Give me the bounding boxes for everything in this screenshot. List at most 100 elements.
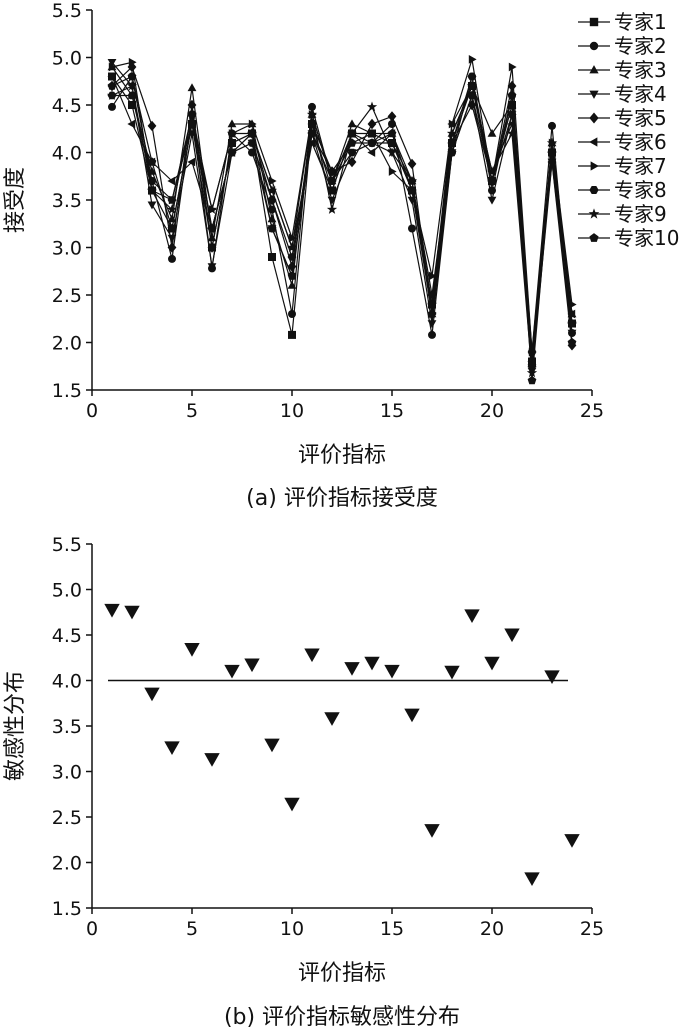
series-5 [107,61,577,358]
x-tick-label: 0 [86,918,98,940]
scatter-point [244,658,260,673]
data-point [347,156,357,168]
data-point [308,102,316,111]
data-point [147,157,157,166]
legend-marker [589,185,599,195]
data-point [508,62,517,72]
scatter-point [484,656,500,671]
data-point [367,138,377,147]
scatter-point [524,872,540,887]
legend-marker [588,208,600,219]
y-tick-label: 4.5 [52,625,82,647]
data-point [106,90,118,100]
data-point [128,57,137,67]
data-point [167,176,176,186]
data-point [467,72,477,81]
scatter-point [464,609,480,624]
legend-label: 专家9 [614,202,667,226]
legend-entry: 专家1 [578,10,667,34]
scatter-point [404,708,420,723]
data-point [467,99,477,111]
data-point [206,204,218,214]
data-point [187,83,197,92]
scatter-point [384,664,400,679]
data-point [288,233,297,243]
scatter-point [204,753,220,767]
data-point [387,111,397,122]
series-line [111,61,573,372]
data-point [207,242,217,253]
scatter-point [124,605,140,620]
data-point [347,148,357,157]
x-tick-label: 25 [580,918,604,940]
data-point [287,271,297,280]
data-point [187,99,197,111]
y-tick-label: 3.5 [52,716,82,738]
y-tick-label: 2.5 [52,285,82,307]
data-point [128,101,136,109]
y-tick-label: 3.0 [52,238,82,260]
y-tick-label: 4.0 [52,143,82,165]
y-tick-label: 3.0 [52,762,82,784]
data-point [287,261,297,272]
scatter-point [344,662,360,676]
data-point [567,329,577,338]
scatter-point [364,656,380,671]
data-point [408,224,416,233]
legend-entry: 专家3 [578,58,667,82]
panel-a: 0 5 10 15 20 25 1.5 2.0 2.5 3.0 3.5 4.0 4.5 5.0 5.5 评价指… [3,0,679,511]
data-point [267,223,277,233]
x-tick-label: 10 [280,918,304,940]
legend-label: 专家2 [614,34,667,58]
data-point [547,147,557,157]
data-point [388,167,397,176]
x-tick-label: 25 [580,400,604,422]
y-axis-label: 接受度 [3,167,28,233]
legend-entry: 专家10 [578,226,679,250]
y-tick-label: 2.5 [52,807,82,829]
series-10 [107,71,577,385]
data-point [407,185,417,195]
legend-marker [589,17,599,27]
legend-label: 专家7 [614,154,667,178]
x-tick-label: 5 [186,918,198,940]
data-point [286,242,298,252]
legend-marker [589,137,598,147]
data-point [327,186,336,195]
data-point [147,120,157,132]
data-point [167,223,177,233]
data-point [567,337,577,347]
data-point [346,128,358,138]
legend-entry: 专家7 [578,154,667,178]
y-tick-label: 5.5 [52,534,82,556]
data-point [368,129,377,138]
series-8 [107,72,577,371]
data-point [226,128,238,138]
data-point [387,128,397,138]
scatter-points [104,603,580,887]
data-point [146,185,158,195]
scatter-point [544,670,560,684]
data-point [307,128,317,138]
data-point [127,71,137,81]
y-tick-label: 5.0 [52,48,82,70]
scatter-point [224,664,240,679]
y-tick-label: 4.5 [52,95,82,117]
data-point [207,233,217,242]
legend-label: 专家6 [614,130,667,154]
data-point [108,62,117,72]
data-point [126,80,138,91]
x-tick-label: 5 [186,400,198,422]
data-point [107,72,116,81]
scatter-point [184,643,200,657]
data-point [367,118,377,130]
data-point [268,253,276,261]
data-point [487,128,497,137]
data-point [466,80,478,91]
data-point [386,147,398,157]
data-point [367,148,376,157]
data-point [288,310,296,318]
legend-label: 专家5 [614,106,667,130]
data-point [168,254,176,263]
data-point [468,55,477,64]
